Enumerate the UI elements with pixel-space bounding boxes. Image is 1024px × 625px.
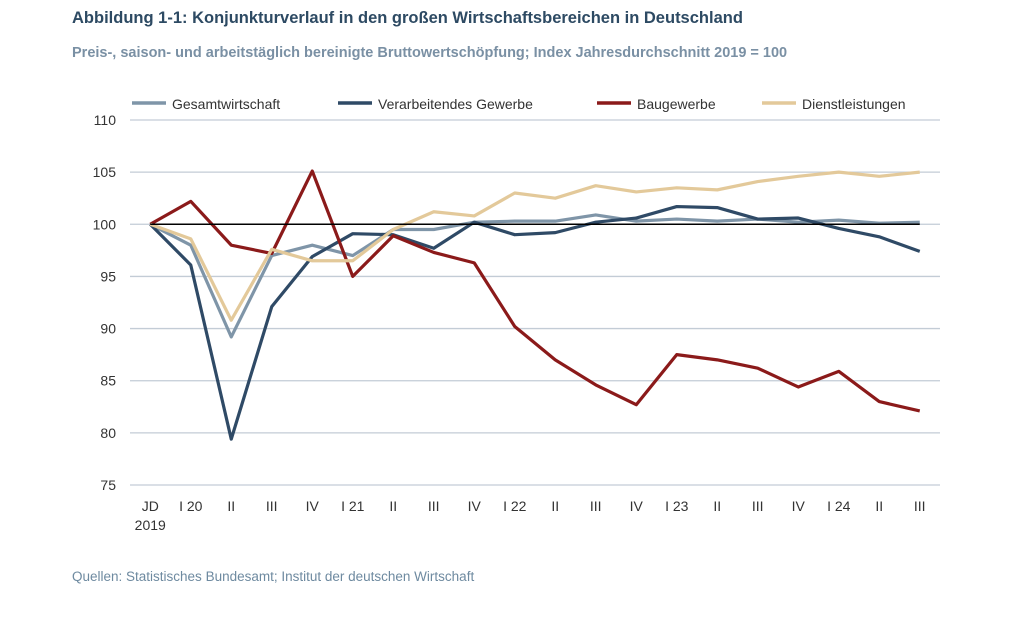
- legend-label: Dienstleistungen: [802, 96, 906, 112]
- y-tick-label: 105: [93, 164, 117, 180]
- x-tick-label: II: [389, 498, 397, 514]
- source-note: Quellen: Statistisches Bundesamt; Instit…: [72, 569, 475, 584]
- y-tick-label: 100: [93, 216, 117, 232]
- y-tick-label: 95: [100, 268, 116, 284]
- y-tick-label: 85: [100, 373, 116, 389]
- x-tick-label: IV: [468, 498, 482, 514]
- x-tick-label: I 20: [179, 498, 203, 514]
- series-line-dienstleistungen: [149, 170, 920, 322]
- x-tick-label: III: [914, 498, 926, 514]
- y-tick-label: 80: [100, 425, 116, 441]
- series-line-verarbeitendes-gewerbe: [149, 204, 921, 441]
- legend-label: Gesamtwirtschaft: [172, 96, 280, 112]
- x-tick-label: II: [713, 498, 721, 514]
- x-tick-label: III: [590, 498, 602, 514]
- x-tick-label: II: [227, 498, 235, 514]
- series-line-gesamtwirtschaft: [149, 213, 920, 339]
- x-tick-label: III: [266, 498, 278, 514]
- y-tick-label: 75: [100, 477, 116, 493]
- y-tick-label: 90: [100, 321, 116, 337]
- series-line-baugewerbe: [149, 169, 921, 413]
- x-tick-label: IV: [630, 498, 644, 514]
- x-tick-label: JD: [142, 498, 159, 514]
- x-tick-label: I 21: [341, 498, 365, 514]
- x-tick-label: I 24: [827, 498, 851, 514]
- legend-label: Baugewerbe: [637, 96, 716, 112]
- x-tick-label: IV: [306, 498, 320, 514]
- x-tick-label: I 22: [503, 498, 527, 514]
- chart-subtitle: Preis-, saison- und arbeitstäglich berei…: [72, 45, 788, 61]
- chart-title: Abbildung 1-1: Konjunkturverlauf in den …: [72, 9, 743, 27]
- x-tick-label: II: [875, 498, 883, 514]
- x-tick-label: I 23: [665, 498, 689, 514]
- x-tick-label: II: [551, 498, 559, 514]
- legend-label: Verarbeitendes Gewerbe: [378, 96, 533, 112]
- x-tick-label: IV: [792, 498, 806, 514]
- x-tick-label: III: [428, 498, 440, 514]
- x-tick-label-year: 2019: [135, 517, 166, 533]
- y-tick-label: 110: [94, 112, 117, 128]
- x-tick-label: III: [752, 498, 764, 514]
